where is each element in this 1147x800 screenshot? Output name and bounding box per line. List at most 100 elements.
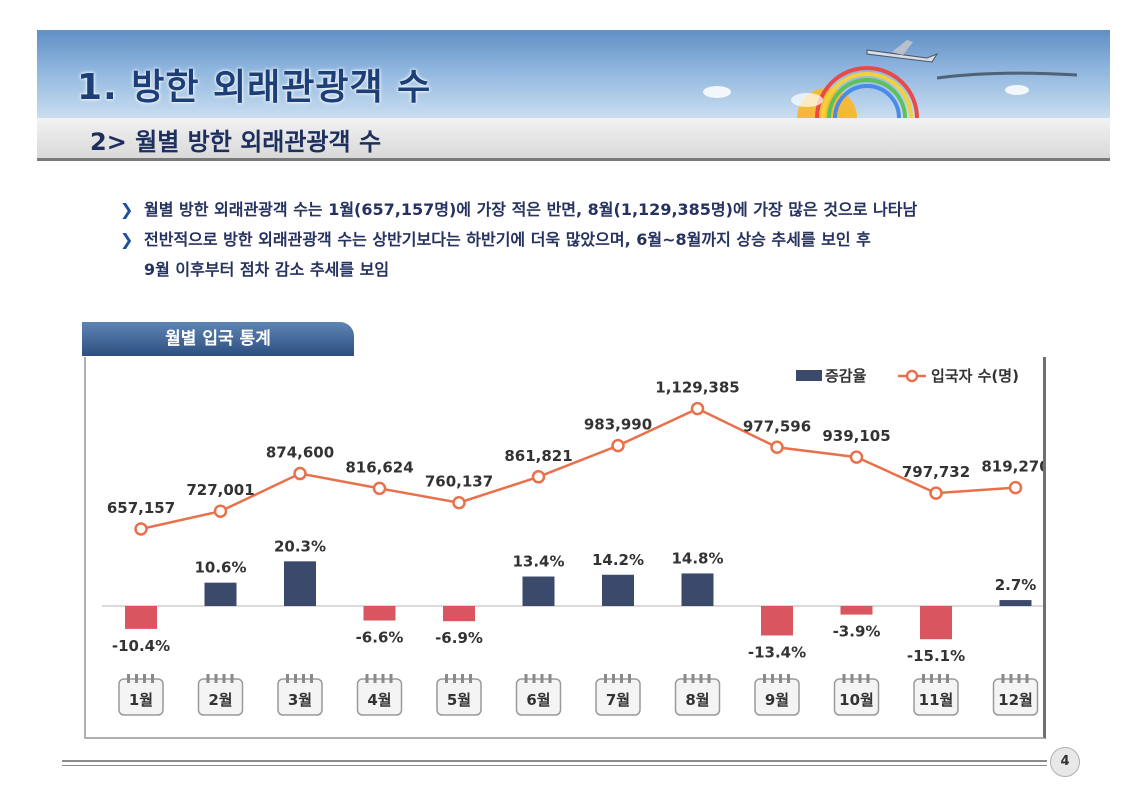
header-banner: 1. 방한 외래관광객 수	[37, 30, 1110, 118]
line-point	[531, 470, 546, 484]
calendar-ring	[930, 674, 933, 683]
bar-growth-rate	[363, 606, 396, 621]
bar-growth-rate	[443, 606, 475, 622]
line-point	[849, 450, 864, 464]
calendar-ring	[127, 674, 130, 683]
bar-data-label: 14.8%	[671, 549, 723, 567]
bar-growth-rate	[204, 582, 237, 606]
bullet-text: 9월 이후부터 점차 감소 추세를 보임	[144, 260, 390, 279]
calendar-ring	[373, 674, 377, 683]
line-data-label: 760,137	[425, 473, 493, 491]
calendar-ring	[866, 674, 870, 683]
calendar-ring	[389, 674, 393, 683]
x-tick-label: 8월	[685, 691, 709, 709]
bar-data-label: -3.9%	[833, 623, 881, 641]
bar-data-label: -13.4%	[748, 643, 806, 661]
x-tick-label: 6월	[526, 691, 550, 709]
calendar-ring	[286, 674, 289, 683]
bar-growth-rate	[681, 573, 714, 606]
calendar-ring	[445, 674, 448, 683]
footer-divider	[62, 760, 1047, 762]
calendar-ring	[524, 674, 528, 683]
calendar-ring	[310, 674, 313, 683]
x-tick-label: 1월	[129, 691, 153, 709]
calendar-ring	[294, 674, 297, 683]
legend-line-marker	[905, 369, 919, 383]
legend-label-arrivals: 입국자 수(명)	[931, 367, 1019, 385]
line-data-label: 977,596	[743, 417, 811, 435]
calendar-icon	[356, 678, 403, 716]
calendar-ring	[779, 674, 782, 683]
calendar-ring	[683, 674, 687, 683]
calendar-ring	[230, 674, 234, 683]
calendar-icon	[833, 678, 880, 716]
line-data-label: 797,732	[902, 463, 970, 481]
line-point	[293, 466, 307, 481]
line-data-label: 861,821	[504, 447, 572, 465]
calendar-ring	[604, 674, 607, 683]
calendar-ring	[222, 674, 226, 683]
calendar-ring	[612, 674, 615, 683]
line-point	[213, 504, 228, 518]
page-number: 4	[1050, 747, 1080, 777]
calendar-ring	[699, 674, 703, 683]
calendar-ring	[850, 674, 854, 683]
calendar-icon	[436, 678, 482, 716]
series-line-arrivals	[140, 407, 1016, 531]
bar-data-label: 2.7%	[995, 576, 1037, 594]
line-data-label: 983,990	[584, 416, 652, 434]
chart-container: -10.4% 10.6% 20.3% -6.6% -6.9% 13.4% 14.2% 14.8…	[84, 357, 1046, 739]
calendar-ring	[151, 674, 154, 683]
calendar-ring	[381, 674, 385, 683]
line-data-label: 874,600	[266, 444, 334, 462]
bar-growth-rate	[602, 574, 634, 606]
x-tick-label: 2월	[208, 691, 232, 709]
line-data-label: 1,129,385	[655, 379, 739, 397]
calendar-ring	[365, 674, 369, 683]
legend-bar-swatch	[796, 370, 822, 381]
chart-section-label: 월별 입국 통계	[82, 322, 354, 356]
x-tick-label: 9월	[765, 691, 789, 709]
bullet-text: 월별 방한 외래관광객 수는 1월(657,157명)에 가장 적은 반면, 8…	[144, 200, 918, 219]
calendar-ring	[1001, 674, 1005, 683]
line-point	[1008, 480, 1023, 495]
x-tick-label: 10월	[839, 691, 874, 709]
line-point	[372, 481, 387, 496]
chevron-right-icon: ❯	[120, 200, 134, 219]
calendar-ring	[922, 674, 925, 683]
calendar-ring	[469, 674, 472, 683]
line-data-label: 816,624	[345, 458, 413, 476]
calendar-icon	[118, 678, 164, 716]
x-tick-label: 4월	[367, 691, 391, 709]
bar-growth-rate	[284, 561, 316, 606]
x-tick-label: 5월	[447, 691, 471, 709]
calendar-ring	[453, 674, 456, 683]
bullet-item: ❯ 월별 방한 외래관광객 수는 1월(657,157명)에 가장 적은 반면,…	[120, 195, 1080, 225]
line-data-label: 939,105	[822, 427, 890, 445]
bullet-text: 전반적으로 방한 외래관광객 수는 상반기보다는 하반기에 더욱 많았으며, 6…	[144, 230, 871, 249]
calendar-ring	[858, 674, 862, 683]
bar-growth-rate	[761, 606, 793, 636]
line-point	[134, 522, 148, 536]
bar-data-label: 10.6%	[194, 559, 246, 577]
section-subtitle: 2> 월별 방한 외래관광객 수	[90, 128, 382, 156]
bar-data-label: -10.4%	[112, 637, 170, 655]
bar-growth-rate	[999, 600, 1032, 606]
calendar-ring	[620, 674, 623, 683]
bar-data-label: 20.3%	[274, 537, 326, 555]
calendar-icon	[595, 678, 641, 716]
bar-data-label: -6.9%	[435, 629, 483, 647]
line-data-label: 727,001	[186, 481, 254, 499]
legend-label-growth-rate: 증감율	[825, 367, 867, 385]
x-tick-label: 3월	[288, 691, 312, 709]
line-point	[690, 401, 705, 416]
line-data-label: 819,270	[981, 458, 1043, 476]
calendar-icon	[197, 678, 244, 716]
x-tick-label: 12월	[998, 691, 1033, 709]
page-title: 1. 방한 외래관광객 수	[77, 67, 432, 108]
airplane-icon	[866, 40, 939, 63]
x-tick-label: 7월	[606, 691, 630, 709]
calendar-ring	[787, 674, 790, 683]
x-tick-label: 11월	[919, 691, 954, 709]
calendar-ring	[707, 674, 711, 683]
